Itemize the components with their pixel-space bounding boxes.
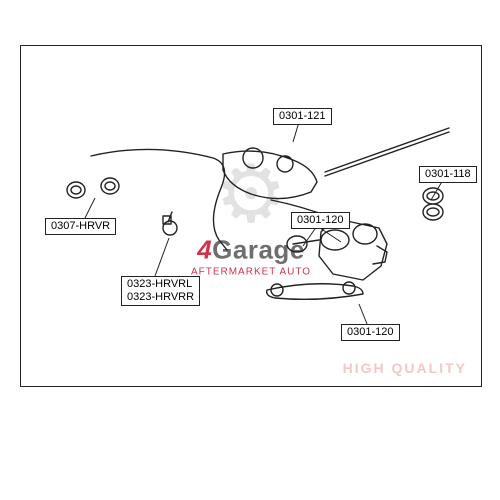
part-label: 0301-120 [291,212,350,229]
part-label: 0301-118 [419,166,477,183]
part-label: 0301-121 [273,108,332,125]
part-label: 0307-HRVR [45,218,116,235]
diagram-frame: ⚙ 4Garage AFTERMARKET AUTO 0307-HRVR0323… [20,45,482,387]
parts-drawing [21,46,481,386]
part-label: 0323-HRVRL0323-HRVRR [121,276,200,306]
part-label: 0301-120 [341,324,400,341]
high-quality-text: HIGH QUALITY [343,360,467,376]
